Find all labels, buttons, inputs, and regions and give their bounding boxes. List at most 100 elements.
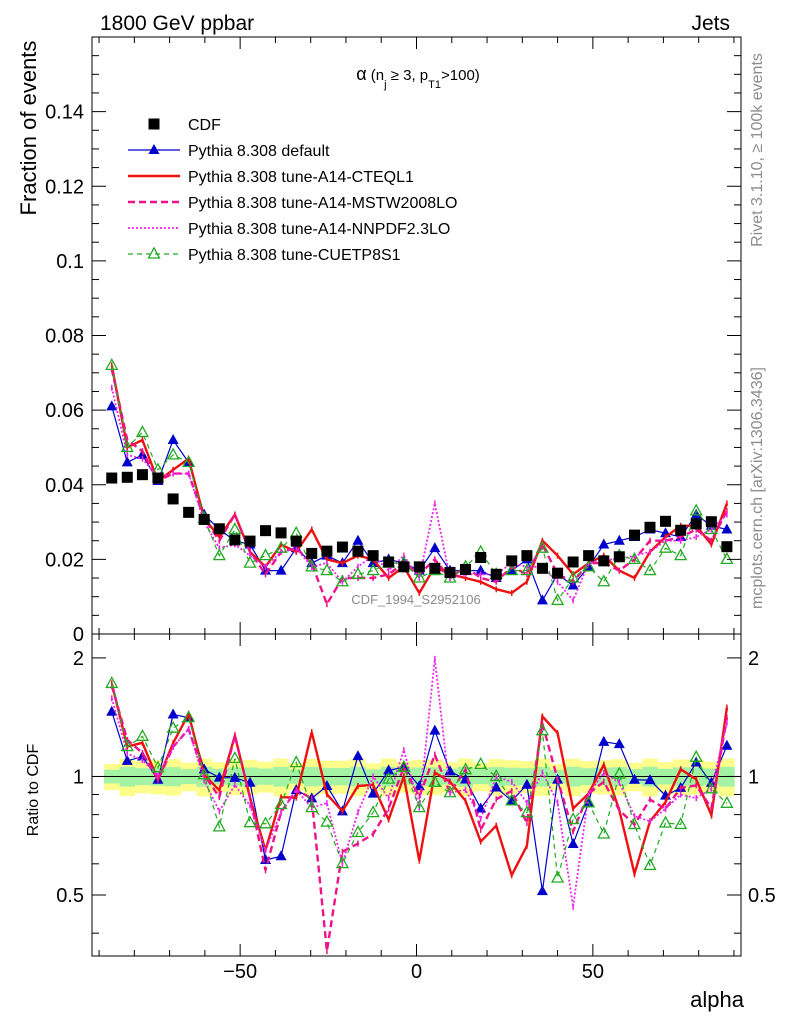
legend-entry-pythia-8-308-default: Pythia 8.308 default	[128, 143, 330, 160]
ratio-plot-area: −50 0 50 0.5 0.5 1 1 2 2	[56, 37, 776, 983]
y-tick-label: 0.12	[45, 176, 84, 198]
ratio-point-pythia-8-308-default	[167, 708, 179, 719]
point-pythia-8-308-tune-cuetp8s1	[704, 522, 718, 535]
ratio-y-tick-label: 2	[73, 648, 84, 670]
ratio-point-pythia-8-308-default	[367, 787, 379, 798]
point-cdf	[660, 515, 672, 527]
point-cdf	[613, 551, 625, 563]
point-pythia-8-308-tune-cuetp8s1	[566, 570, 580, 583]
ratio-point-pythia-8-308-default	[644, 774, 656, 785]
ratio-point-pythia-8-308-tune-cuetp8s1	[582, 795, 596, 808]
ratio-y-tick-label: 0.5	[56, 885, 84, 907]
ratio-point-pythia-8-308-default	[121, 754, 133, 765]
ratio-point-pythia-8-308-tune-cuetp8s1	[228, 751, 242, 764]
point-pythia-8-308-tune-cuetp8s1	[351, 566, 365, 579]
point-pythia-8-308-tune-cuetp8s1	[258, 548, 273, 561]
point-pythia-8-308-default	[121, 456, 133, 467]
ratio-point-pythia-8-308-tune-cuetp8s1	[289, 755, 303, 768]
ratio-line-pythia-8-308-tune-a14-nnpdf2-3lo	[110, 658, 728, 908]
point-cdf	[506, 555, 518, 567]
point-cdf	[690, 518, 702, 530]
point-cdf	[444, 566, 456, 578]
ratio-point-pythia-8-308-default	[521, 778, 533, 789]
point-cdf	[213, 523, 225, 535]
point-cdf	[244, 535, 256, 547]
point-pythia-8-308-tune-cuetp8s1	[366, 563, 380, 576]
ratio-point-pythia-8-308-tune-cuetp8s1	[720, 795, 734, 808]
y-tick-label: 0.14	[45, 102, 84, 124]
plot-title: α (nj ≥ 3, pT1>100)	[356, 64, 480, 91]
ratio-point-pythia-8-308-tune-cuetp8s1	[182, 710, 196, 723]
ratio-y-tick-label-right: 1	[748, 766, 759, 788]
point-pythia-8-308-default	[106, 400, 118, 411]
point-cdf	[167, 493, 179, 505]
point-pythia-8-308-default	[536, 594, 548, 605]
point-pythia-8-308-default	[275, 564, 287, 575]
point-cdf	[413, 561, 425, 573]
ratio-point-pythia-8-308-tune-cuetp8s1	[689, 749, 703, 762]
main-plot-area: 0 0.02 0.04 0.06 0.08 0.1 0.12 0.14	[45, 36, 742, 646]
ratio-point-pythia-8-308-tune-cuetp8s1	[320, 814, 334, 827]
ratio-point-pythia-8-308-tune-cuetp8s1	[474, 757, 488, 770]
series-cdf	[106, 469, 733, 580]
ratio-point-pythia-8-308-tune-cuetp8s1	[520, 805, 534, 818]
point-cdf	[536, 562, 548, 574]
point-pythia-8-308-default	[690, 508, 702, 519]
ratio-point-pythia-8-308-tune-cuetp8s1	[166, 720, 180, 733]
point-cdf	[321, 545, 333, 557]
y-axis-label: Fraction of events	[16, 41, 41, 216]
ratio-y-tick-label: 1	[73, 766, 84, 788]
ratio-point-pythia-8-308-default	[490, 781, 502, 792]
point-pythia-8-308-tune-cuetp8s1	[105, 358, 119, 370]
ratio-point-pythia-8-308-tune-cuetp8s1	[443, 785, 457, 798]
point-cdf	[136, 469, 148, 481]
point-pythia-8-308-tune-cuetp8s1	[550, 593, 565, 606]
point-pythia-8-308-default	[167, 433, 179, 444]
point-cdf	[644, 521, 656, 533]
x-tick-label: 50	[582, 961, 604, 983]
point-cdf	[429, 562, 441, 574]
rivet-label: Rivet 3.1.10, ≥ 100k events	[749, 53, 766, 247]
point-cdf	[705, 516, 717, 528]
ratio-point-pythia-8-308-default	[583, 796, 595, 807]
point-cdf	[198, 513, 210, 525]
point-pythia-8-308-default	[475, 564, 487, 575]
point-cdf	[567, 556, 579, 568]
ratio-point-pythia-8-308-default	[383, 764, 395, 775]
ratio-point-pythia-8-308-default	[444, 765, 456, 776]
ratio-point-pythia-8-308-tune-cuetp8s1	[366, 805, 380, 818]
point-cdf	[229, 534, 241, 546]
point-cdf	[521, 550, 533, 562]
header-left: 1800 GeV ppbar	[100, 12, 254, 35]
ratio-point-pythia-8-308-default	[106, 705, 118, 716]
legend-marker-cdf	[148, 118, 160, 130]
point-pythia-8-308-tune-cuetp8s1	[627, 552, 642, 565]
point-cdf	[352, 545, 364, 557]
point-cdf	[183, 506, 195, 518]
point-cdf	[336, 541, 348, 553]
ratio-point-pythia-8-308-tune-cuetp8s1	[627, 817, 642, 830]
legend-entry-cdf: CDF	[148, 117, 221, 134]
point-cdf	[552, 567, 564, 579]
ratio-series-pythia-8-308-tune-cuetp8s1	[105, 676, 734, 883]
ratio-point-pythia-8-308-default	[721, 739, 733, 750]
ratio-point-pythia-8-308-default	[275, 850, 287, 861]
legend: CDF Pythia 8.308 default Pythia 8.308 tune…	[128, 117, 457, 264]
point-pythia-8-308-tune-cuetp8s1	[720, 552, 734, 565]
legend-entry-pythia-8-308-tune-a14-nnpdf2-3lo: Pythia 8.308 tune-A14-NNPDF2.3LO	[128, 221, 450, 238]
point-pythia-8-308-tune-cuetp8s1	[320, 563, 334, 576]
ratio-point-pythia-8-308-default	[598, 735, 610, 746]
point-cdf	[152, 472, 164, 484]
point-cdf	[290, 535, 302, 547]
point-cdf	[398, 561, 410, 573]
point-cdf	[260, 525, 272, 537]
ratio-point-pythia-8-308-tune-cuetp8s1	[120, 739, 134, 752]
ratio-point-pythia-8-308-tune-cuetp8s1	[674, 817, 688, 830]
watermark: CDF_1994_S2952106	[351, 592, 480, 607]
ratio-y-tick-label-right: 2	[748, 648, 759, 670]
x-axis-label: alpha	[690, 987, 745, 1012]
ratio-line-pythia-8-308-tune-a14-mstw2008lo	[110, 685, 729, 952]
ratio-point-pythia-8-308-tune-cuetp8s1	[151, 760, 165, 773]
ratio-point-pythia-8-308-tune-cuetp8s1	[212, 819, 226, 832]
